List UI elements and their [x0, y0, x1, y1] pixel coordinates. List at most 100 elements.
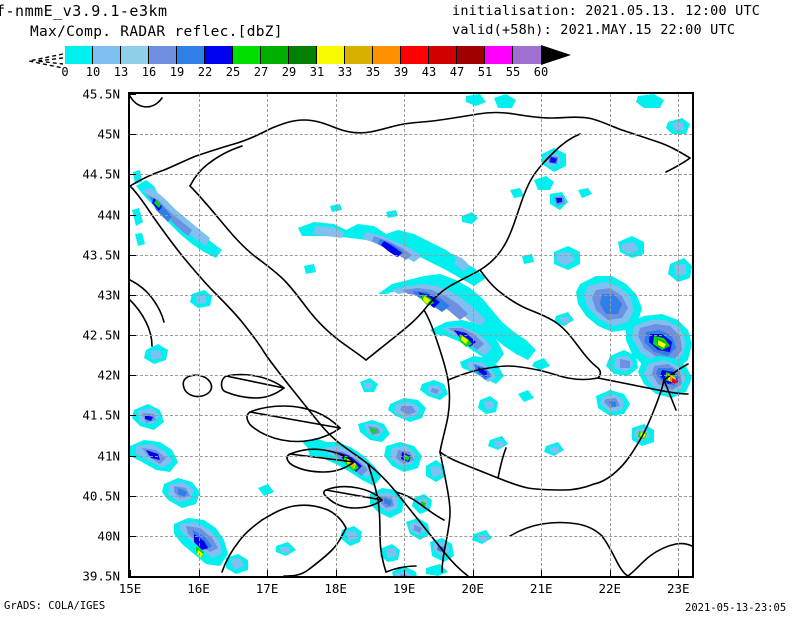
y-tick-label-42.5N: 42.5N	[82, 327, 120, 343]
colorbar-tick-47: 47	[449, 65, 465, 79]
y-tick-mark	[130, 455, 136, 457]
y-tick-mark	[130, 254, 136, 256]
colorbar-segment-27	[261, 46, 289, 64]
y-tick-mark	[130, 134, 136, 136]
y-tick-label-41.5N: 41.5N	[82, 407, 120, 423]
y-axis-labels: 45.5N 45N 44.5N 44N 43.5N 43N 42.5N 42N 41.5N 41N…	[0, 0, 136, 618]
colorbar-tick-55: 55	[505, 65, 521, 79]
x-tick-mark	[541, 570, 543, 576]
x-tick-mark	[130, 570, 131, 576]
render-timestamp: 2021-05-13-23:05	[685, 602, 787, 614]
colorbar-segment-31	[317, 46, 345, 64]
colorbar-segment-33	[345, 46, 373, 64]
y-tick-mark	[130, 495, 136, 497]
colorbar-segment-0	[65, 46, 93, 64]
gridline-horizontal	[130, 174, 692, 176]
radar-map-plot	[128, 92, 694, 578]
y-tick-label-42N: 42N	[97, 367, 120, 383]
colorbar-tick-31: 31	[309, 65, 325, 79]
colorbar-segment-35	[373, 46, 401, 64]
gridline-horizontal	[130, 214, 692, 216]
colorbar: 0 10 13 16 19 22 25 27 29 31 33 35 39 43 47 51 55 60	[25, 45, 585, 79]
colorbar-tick-39: 39	[393, 65, 409, 79]
gridline-horizontal	[130, 294, 692, 296]
y-tick-label-39.5N: 39.5N	[82, 568, 120, 584]
y-tick-label-45.5N: 45.5N	[82, 86, 120, 102]
colorbar-tick-33: 33	[337, 65, 353, 79]
x-tick-mark	[335, 570, 337, 576]
coastline-borders	[130, 95, 692, 576]
colorbar-tick-19: 19	[169, 65, 185, 79]
x-tick-label-18E: 18E	[324, 581, 347, 596]
colorbar-segment-39	[401, 46, 429, 64]
colorbar-segment-22	[205, 46, 233, 64]
colorbar-tick-22: 22	[197, 65, 213, 79]
gridline-horizontal	[130, 535, 692, 537]
x-tick-mark	[609, 570, 611, 576]
colorbar-tick-27: 27	[253, 65, 269, 79]
colorbar-segment-47	[457, 46, 485, 64]
x-tick-label-19E: 19E	[392, 581, 416, 596]
x-tick-label-17E: 17E	[255, 581, 279, 596]
colorbar-tick-29: 29	[281, 65, 297, 79]
echo-polygons	[130, 94, 692, 576]
radar-reflectivity-layer	[130, 94, 692, 576]
model-title: f-nmmE_v3.9.1-e3km	[0, 2, 168, 20]
y-tick-mark	[130, 94, 136, 95]
colorbar-tick-25: 25	[225, 65, 241, 79]
colorbar-tick-16: 16	[141, 65, 157, 79]
y-tick-label-41N: 41N	[97, 448, 120, 463]
colorbar-tick-10: 10	[85, 65, 101, 79]
colorbar-tick-35: 35	[365, 65, 381, 79]
x-tick-mark	[267, 570, 269, 576]
colorbar-segment-10	[93, 46, 121, 64]
colorbar-segment-13	[121, 46, 149, 64]
gridline-horizontal	[130, 495, 692, 497]
x-tick-label-20E: 20E	[461, 581, 484, 596]
x-tick-label-23E: 23E	[666, 581, 690, 596]
colorbar-segment-25	[233, 46, 261, 64]
colorbar-tick-43: 43	[421, 65, 437, 79]
colorbar-segment-16	[149, 46, 177, 64]
y-tick-label-43N: 43N	[97, 287, 120, 303]
x-tick-mark	[404, 570, 406, 576]
gridline-horizontal	[130, 134, 692, 136]
y-tick-label-43.5N: 43.5N	[82, 247, 120, 263]
map-canvas	[130, 94, 692, 576]
initialisation-text: initialisation: 2021.05.13. 12:00 UTC	[452, 3, 761, 19]
y-tick-mark	[130, 174, 136, 176]
y-tick-mark	[130, 294, 136, 296]
colorbar-tick-60: 60	[533, 65, 549, 79]
colorbar-tick-13: 13	[113, 65, 129, 79]
gridline-horizontal	[130, 415, 692, 417]
valid-time-text: valid(+58h): 2021.MAY.15 22:00 UTC	[452, 22, 736, 38]
colorbar-segment-51	[485, 46, 513, 64]
x-tick-mark	[198, 570, 200, 576]
y-tick-mark	[130, 415, 136, 417]
colorbar-segment-29	[289, 46, 317, 64]
x-tick-label-22E: 22E	[598, 581, 622, 596]
colorbar-title: Max/Comp. RADAR reflec.[dbZ]	[30, 24, 283, 40]
gridline-horizontal	[130, 455, 692, 457]
x-tick-mark	[678, 570, 680, 576]
colorbar-tick-51: 51	[477, 65, 493, 79]
y-tick-label-40.5N: 40.5N	[82, 488, 120, 504]
colorbar-overflow-arrow-icon	[541, 45, 571, 65]
x-tick-label-15E: 15E	[118, 581, 142, 596]
x-tick-label-21E: 21E	[529, 581, 553, 596]
colorbar-tick-0: 0	[61, 65, 69, 79]
y-tick-label-40N: 40N	[97, 528, 120, 544]
y-tick-mark	[130, 535, 136, 537]
x-tick-mark	[472, 570, 474, 576]
y-tick-mark	[130, 375, 136, 377]
y-tick-label-44.5N: 44.5N	[82, 166, 120, 182]
colorbar-segment-55	[513, 46, 541, 64]
gridline-horizontal	[130, 335, 692, 336]
grads-credit: GrADS: COLA/IGES	[4, 600, 106, 612]
y-tick-mark	[130, 214, 136, 216]
y-tick-mark	[130, 576, 136, 577]
gridline-horizontal	[130, 375, 692, 377]
gridline-horizontal	[130, 254, 692, 256]
y-tick-label-45N: 45N	[97, 126, 120, 142]
